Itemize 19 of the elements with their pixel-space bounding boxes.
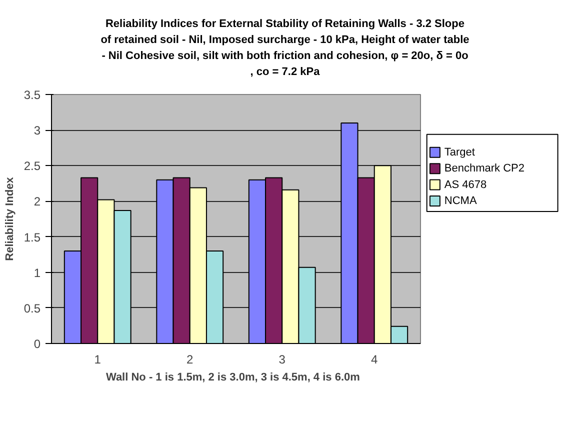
y-tick-label: 1.5: [24, 230, 41, 244]
chart-title: Reliability Indices for External Stability of Retaining Walls - 3.2 Slope of retained soil - Nil, Imposed surcharge - 10 kPa, Height of water table - Nil Cohesive soil, silt with both friction and cohesion, φ = 20o, δ = 0o , co = 7.2 kPa: [100, 17, 470, 80]
y-tick-label: 2: [34, 194, 41, 208]
x-axis-title: Wall No - 1 is 1.5m, 2 is 3.0m, 3 is 4.5m, 4 is 6.0m: [106, 371, 360, 384]
y-tick-label: 2.5: [24, 158, 41, 173]
x-tick-label: 2: [186, 352, 194, 366]
legend-label: Benchmark CP2: [444, 162, 524, 174]
legend-label: AS 4678: [444, 178, 487, 191]
x-tick-label: 1: [94, 352, 102, 366]
y-tick-label: 0: [34, 336, 41, 351]
legend-label: NCMA: [444, 194, 478, 207]
y-axis-title: Reliability Index: [4, 176, 16, 261]
x-tick-label: 3: [278, 352, 286, 366]
legend-label: Target: [444, 146, 475, 158]
y-tick-label: 0.5: [24, 301, 41, 316]
y-tick-label: 3: [34, 123, 41, 138]
x-tick-label: 4: [371, 352, 378, 366]
y-tick-label: 3.5: [24, 88, 41, 102]
y-tick-label: 1: [34, 266, 41, 280]
